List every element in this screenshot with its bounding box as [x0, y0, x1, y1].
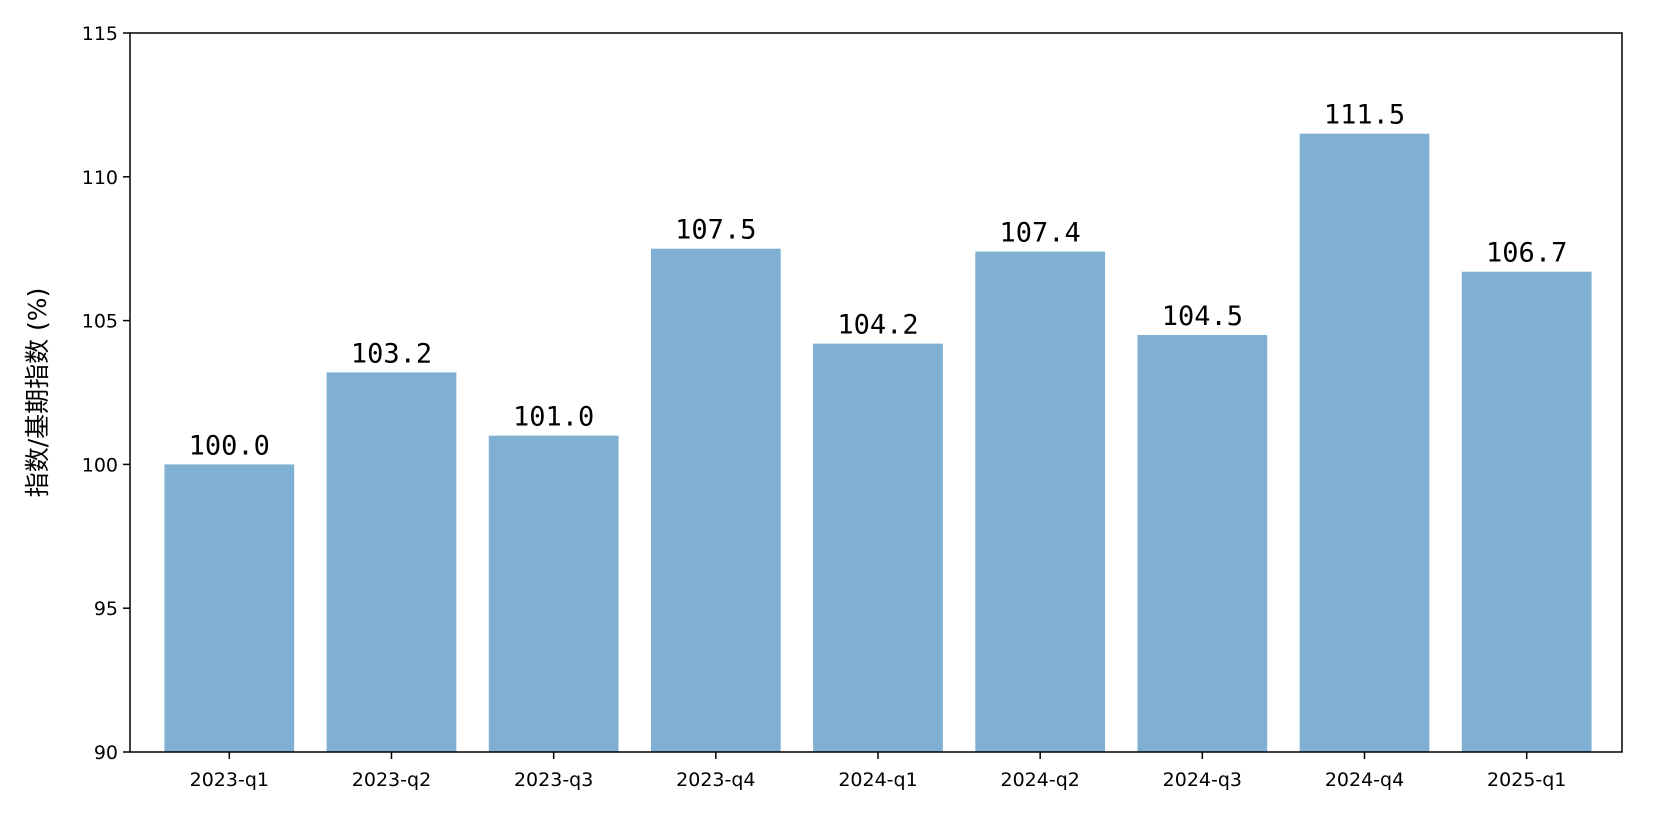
x-tick-label: 2025-q1 [1487, 769, 1566, 791]
plot-frame [129, 32, 1623, 753]
y-axis-label: 指数/基期指数 (%) [23, 288, 52, 498]
bars-group [164, 133, 1592, 753]
bar [1461, 271, 1592, 752]
x-tick-label: 2023-q3 [514, 769, 593, 791]
bar-value-label: 104.2 [837, 310, 918, 341]
x-axis: 2023-q1 2023-q2 2023-q3 2023-q4 2024-q1 2024-… [190, 752, 1566, 791]
x-tick-label: 2023-q4 [676, 769, 755, 791]
y-tick-label: 95 [94, 598, 118, 620]
bar-value-label: 101.0 [513, 402, 594, 433]
data-labels-group: 100.0 103.2 101.0 107.5 104.2 107.4 104.5 111.5… [189, 100, 1568, 462]
bar-value-label: 107.5 [675, 215, 756, 246]
y-tick-label: 100 [82, 454, 118, 476]
x-tick-label: 2023-q1 [190, 769, 269, 791]
x-tick-label: 2024-q4 [1325, 769, 1404, 791]
bar-value-label: 111.5 [1324, 100, 1405, 131]
bar [650, 248, 781, 752]
bar [1299, 133, 1430, 752]
bar-value-label: 100.0 [189, 430, 270, 461]
bar-value-label: 103.2 [351, 338, 432, 369]
x-tick-label: 2024-q2 [1000, 769, 1079, 791]
x-tick-label: 2024-q3 [1163, 769, 1242, 791]
y-tick-label: 115 [82, 23, 118, 45]
bar [164, 464, 295, 752]
bar-value-label: 107.4 [1000, 218, 1081, 249]
y-tick-label: 110 [82, 167, 118, 189]
y-axis: 90 95 100 105 110 115 [82, 23, 130, 764]
y-tick-label: 90 [94, 742, 118, 764]
x-tick-label: 2024-q1 [838, 769, 917, 791]
bar-value-label: 104.5 [1162, 301, 1243, 332]
bar [326, 372, 457, 752]
bar [813, 343, 943, 752]
bar-value-label: 106.7 [1486, 238, 1567, 269]
bar [975, 251, 1106, 753]
bar [1137, 334, 1268, 752]
x-tick-label: 2023-q2 [352, 769, 431, 791]
y-tick-label: 105 [82, 311, 118, 333]
bar [488, 435, 619, 752]
